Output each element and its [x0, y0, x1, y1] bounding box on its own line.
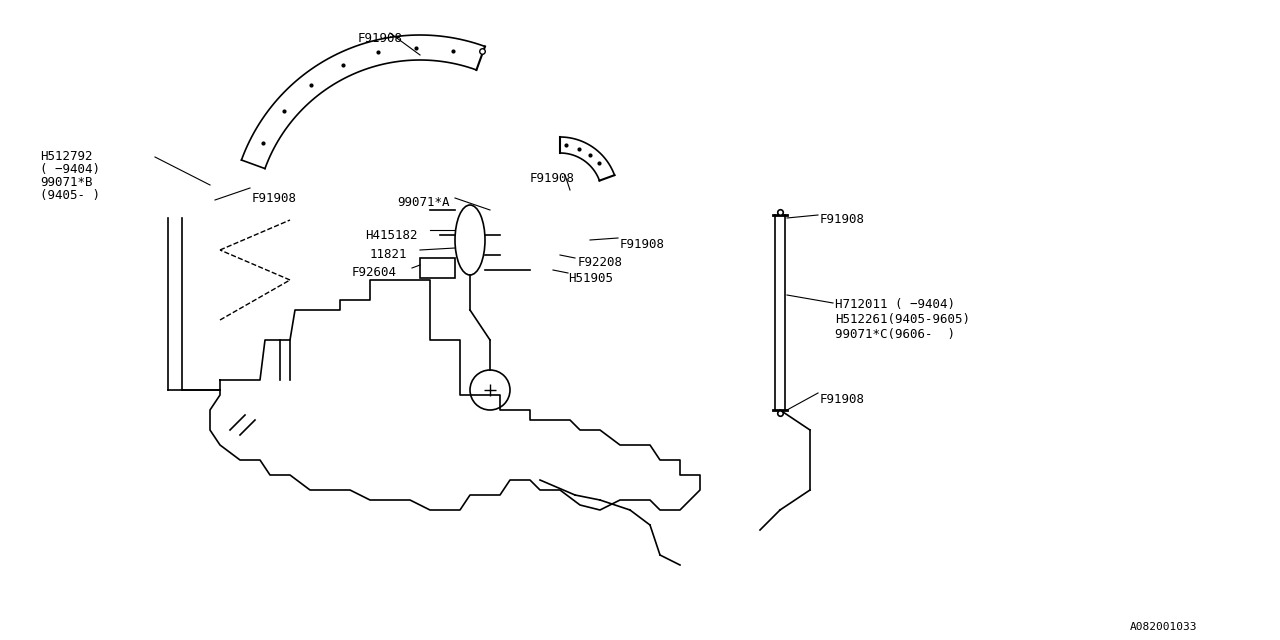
Text: 99071*A: 99071*A — [397, 196, 449, 209]
Text: F91908: F91908 — [620, 238, 666, 251]
Text: ( −9404): ( −9404) — [40, 163, 100, 176]
Text: 99071*C(9606-  ): 99071*C(9606- ) — [835, 328, 955, 341]
Text: F91908: F91908 — [358, 32, 403, 45]
Text: F91908: F91908 — [820, 213, 865, 226]
Text: H512792: H512792 — [40, 150, 92, 163]
Text: A082001033: A082001033 — [1130, 622, 1198, 632]
Bar — [420, 258, 454, 278]
Text: 11821: 11821 — [370, 248, 407, 261]
Text: H512261(9405-9605): H512261(9405-9605) — [835, 313, 970, 326]
Text: 99071*B: 99071*B — [40, 176, 92, 189]
Text: F91908: F91908 — [530, 172, 575, 185]
Text: F91908: F91908 — [820, 393, 865, 406]
Text: H712011 ( −9404): H712011 ( −9404) — [835, 298, 955, 311]
Text: F92208: F92208 — [579, 256, 623, 269]
Text: F91908: F91908 — [252, 192, 297, 205]
Text: (9405- ): (9405- ) — [40, 189, 100, 202]
Text: H51905: H51905 — [568, 272, 613, 285]
Text: F92604: F92604 — [352, 266, 397, 279]
Text: H415182: H415182 — [365, 229, 417, 242]
